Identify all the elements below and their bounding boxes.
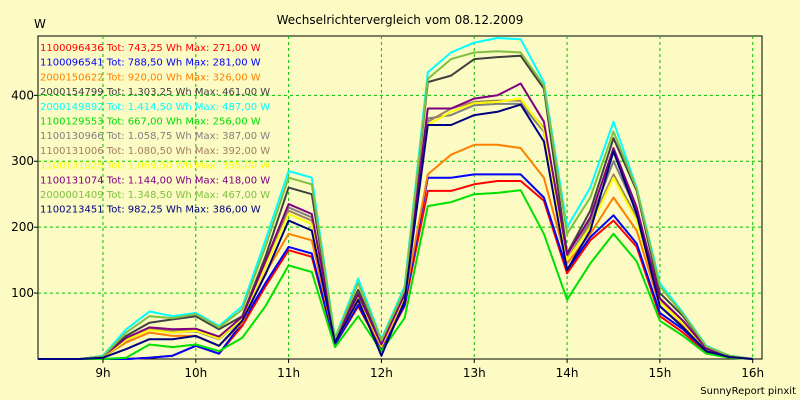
legend: 1100096436 Tot: 743,25 Wh Max: 271,00 W 1… [40, 43, 270, 216]
legend-entry: 2000150622 Tot: 920,00 Wh Max: 326,00 W [40, 72, 261, 83]
legend-entry: 1100129553 Tot: 667,00 Wh Max: 256,00 W [40, 117, 261, 128]
legend-entry: 1100131025 Tot: 1.069,50 Wh Max: 395,00 … [40, 161, 270, 172]
y-tick-label: 200 [11, 220, 34, 234]
series-line-5 [38, 189, 753, 360]
x-tick-label: 12h [370, 366, 393, 380]
y-axis-ticks: 100 200 300 400 [11, 88, 38, 300]
x-tick-label: 10h [184, 366, 207, 380]
legend-entry: 2000001409 Tot: 1.348,50 Wh Max: 467,00 … [40, 190, 270, 201]
legend-entry: 2000154799 Tot: 1.303,25 Wh Max: 461,00 … [40, 87, 270, 98]
y-axis-label: W [34, 17, 46, 31]
y-tick-label: 300 [11, 154, 34, 168]
x-tick-label: 13h [463, 366, 486, 380]
legend-entry: 1100213451 Tot: 982,25 Wh Max: 386,00 W [40, 205, 261, 216]
x-tick-label: 14h [556, 366, 579, 380]
legend-entry: 1100131074 Tot: 1.144,00 Wh Max: 418,00 … [40, 175, 270, 186]
chart-title: Wechselrichtervergleich vom 08.12.2009 [277, 13, 524, 27]
legend-entry: 1100096541 Tot: 788,50 Wh Max: 281,00 W [40, 58, 261, 69]
grid [38, 36, 762, 359]
x-tick-label: 16h [741, 366, 764, 380]
credit-label: SunnyReport pinxit [700, 386, 796, 397]
x-axis-ticks: 9h 10h 11h 12h 13h 14h 15h 16h [95, 359, 764, 380]
series-line-10 [38, 50, 753, 360]
x-tick-label: 11h [277, 366, 300, 380]
series-line-11 [38, 103, 753, 360]
series-line-9 [38, 82, 753, 360]
x-tick-label: 15h [648, 366, 671, 380]
y-tick-label: 100 [11, 286, 34, 300]
legend-entry: 1100096436 Tot: 743,25 Wh Max: 271,00 W [40, 43, 261, 54]
legend-entry: 1100130966 Tot: 1.058,75 Wh Max: 387,00 … [40, 131, 270, 142]
legend-entry: 2000149892 Tot: 1.414,50 Wh Max: 487,00 … [40, 102, 270, 113]
x-tick-label: 9h [95, 366, 110, 380]
legend-entry: 1100131006 Tot: 1.080,50 Wh Max: 392,00 … [40, 146, 270, 157]
y-tick-label: 400 [11, 88, 34, 102]
series-lines [38, 37, 753, 360]
